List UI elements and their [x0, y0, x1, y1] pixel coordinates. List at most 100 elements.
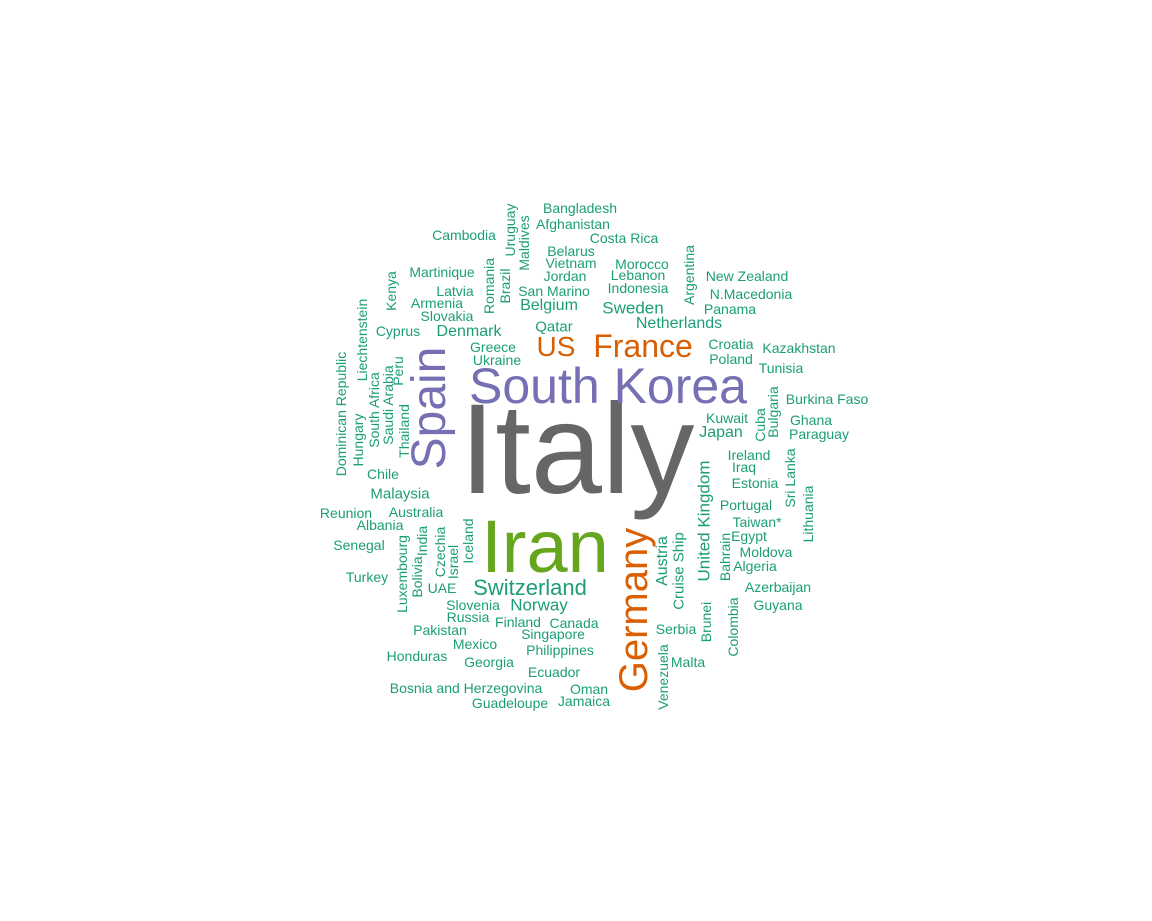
cloud-word: Jordan [543, 268, 587, 284]
cloud-word: Brunei [698, 601, 714, 643]
cloud-word: Ghana [789, 412, 833, 428]
cloud-word: Qatar [535, 318, 573, 336]
cloud-word: Chile [367, 466, 399, 482]
cloud-word: Armenia [410, 295, 464, 311]
cloud-word: Maldives [516, 215, 532, 271]
cloud-word: Spain [403, 346, 456, 470]
cloud-word: Azerbaijan [744, 579, 812, 595]
cloud-word: Bangladesh [543, 200, 617, 216]
cloud-word: Slovenia [446, 597, 500, 613]
cloud-word: US [536, 331, 576, 362]
cloud-word: Liechtenstein [354, 298, 370, 382]
cloud-word: Romania [481, 257, 497, 315]
cloud-word: Venezuela [655, 644, 671, 710]
cloud-word: Indonesia [607, 280, 669, 296]
cloud-word: Argentina [681, 245, 697, 305]
cloud-word: Japan [699, 424, 743, 441]
cloud-word: Panama [703, 301, 757, 317]
cloud-word: Algeria [733, 558, 777, 574]
cloud-word: Hungary [350, 413, 366, 467]
cloud-word: UAE [427, 580, 457, 596]
cloud-word: Iceland [460, 518, 476, 564]
cloud-word: Belarus [547, 243, 595, 259]
cloud-word: South Korea [469, 358, 747, 414]
cloud-word: N.Macedonia [709, 286, 793, 302]
cloud-word: Slovakia [420, 308, 474, 324]
cloud-word: Latvia [436, 283, 474, 299]
cloud-word: Lebanon [610, 267, 666, 283]
cloud-word: Pakistan [413, 622, 467, 638]
cloud-word: Moldova [739, 544, 793, 560]
cloud-word: Russia [446, 609, 490, 625]
cloud-word: Jamaica [557, 693, 611, 709]
cloud-word: Israel [445, 544, 461, 580]
cloud-word: Taiwan* [732, 514, 782, 530]
cloud-word: Croatia [708, 336, 754, 352]
cloud-word: Albania [356, 517, 404, 533]
cloud-word: Cambodia [432, 227, 496, 243]
cloud-word: Kuwait [705, 410, 749, 426]
cloud-word: Kazakhstan [762, 340, 836, 356]
cloud-word: Cyprus [375, 323, 421, 339]
cloud-word: Iraq [731, 459, 757, 475]
cloud-word: Reunion [319, 505, 373, 521]
cloud-word: Canada [549, 615, 599, 631]
cloud-word: Malaysia [370, 485, 430, 503]
cloud-word: Cuba [752, 408, 768, 442]
cloud-word: Bolivia [409, 556, 425, 598]
cloud-word: Ireland [727, 447, 771, 463]
cloud-word: Sri Lanka [782, 448, 798, 508]
cloud-word: Estonia [731, 475, 779, 491]
cloud-word: Sweden [602, 298, 664, 318]
cloud-word: Georgia [464, 654, 514, 670]
cloud-word: Lithuania [800, 485, 816, 543]
cloud-word: South Africa [366, 372, 382, 448]
cloud-word: New Zealand [705, 268, 789, 284]
cloud-word: Thailand [396, 404, 412, 458]
cloud-word: Serbia [655, 621, 697, 637]
cloud-word: Saudi Arabia [380, 365, 396, 445]
cloud-word: Finland [495, 614, 541, 630]
cloud-word: Greece [470, 339, 516, 355]
cloud-word: Afghanistan [536, 216, 610, 232]
cloud-word: Dominican Republic [333, 351, 349, 477]
cloud-word: Bahrain [717, 532, 733, 582]
cloud-word: Costa Rica [589, 230, 659, 246]
cloud-word: Egypt [731, 528, 767, 544]
cloud-word: Malta [670, 654, 706, 670]
cloud-word: Ecuador [527, 664, 581, 680]
cloud-word: Oman [569, 681, 609, 697]
cloud-word: Tunisia [758, 360, 804, 376]
cloud-word: Philippines [526, 642, 594, 658]
cloud-word: Turkey [345, 569, 389, 585]
cloud-word: Luxembourg [394, 535, 410, 613]
cloud-word: Mexico [452, 636, 498, 652]
cloud-word: Italy [459, 378, 695, 521]
cloud-word: Portugal [719, 497, 773, 513]
cloud-word: Bulgaria [765, 386, 781, 438]
cloud-word: Germany [612, 527, 656, 693]
cloud-word: Martinique [409, 264, 475, 280]
cloud-word: Brazil [497, 268, 513, 304]
cloud-word: Poland [709, 351, 753, 367]
cloud-word: Morocco [615, 256, 669, 272]
cloud-word: Ukraine [472, 352, 522, 368]
cloud-word: Burkina Faso [785, 391, 869, 407]
cloud-word: Switzerland [473, 575, 587, 600]
cloud-word: Uruguay [502, 203, 518, 257]
cloud-word: Iran [481, 505, 609, 588]
cloud-word: Australia [388, 504, 444, 520]
cloud-word: Kenya [383, 271, 399, 311]
cloud-word: Netherlands [635, 315, 723, 332]
cloud-word: Honduras [386, 648, 448, 664]
cloud-word: Denmark [436, 323, 502, 340]
cloud-word: Vietnam [545, 255, 597, 271]
cloud-word: Norway [510, 595, 568, 615]
cloud-word: Singapore [521, 626, 585, 642]
cloud-word: India [414, 525, 430, 557]
cloud-word: Guadeloupe [471, 695, 549, 711]
cloud-word: Paraguay [789, 426, 849, 442]
cloud-word: Belgium [520, 297, 578, 314]
cloud-word: France [593, 328, 693, 364]
